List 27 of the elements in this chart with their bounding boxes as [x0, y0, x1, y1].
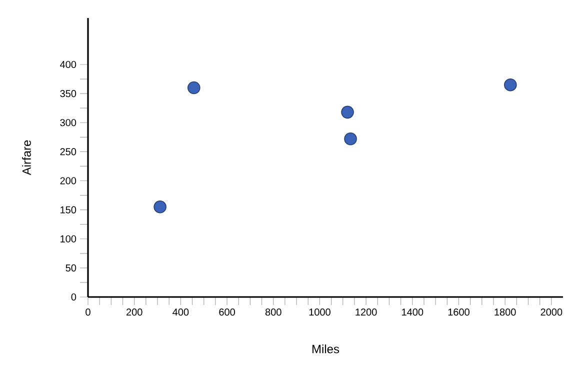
x-tick-label: 1200 — [356, 308, 377, 316]
point — [154, 200, 166, 214]
y-tick-label: 350 — [60, 90, 76, 98]
x-axis-title: Miles — [312, 344, 340, 354]
y-tick-label: 50 — [66, 264, 76, 272]
y-tick-label: 0 — [71, 293, 76, 301]
x-tick-label: 0 — [86, 308, 90, 316]
point — [344, 132, 357, 146]
x-tick-label: 800 — [265, 308, 282, 316]
x-tick-label: 600 — [219, 308, 235, 316]
y-tick-label: 150 — [60, 206, 76, 214]
x-tick-label: 2000 — [540, 308, 562, 316]
y-axis-title: Airfare — [22, 140, 31, 176]
x-tick-label: 1800 — [494, 308, 516, 316]
y-tick-label: 300 — [60, 119, 76, 126]
point — [504, 78, 517, 92]
x-tick-label: 200 — [126, 308, 142, 316]
x-tick-label: 400 — [172, 308, 189, 316]
x-tick-label: 1000 — [309, 308, 330, 316]
y-tick-label: 200 — [60, 177, 76, 184]
y-tick-label: 250 — [60, 148, 76, 156]
x-tick-label: 1600 — [448, 308, 470, 316]
y-tick-label: 400 — [60, 60, 76, 68]
point — [187, 81, 200, 94]
y-tick-label: 100 — [60, 235, 76, 242]
point — [341, 106, 354, 119]
x-tick-label: 1400 — [402, 308, 424, 316]
